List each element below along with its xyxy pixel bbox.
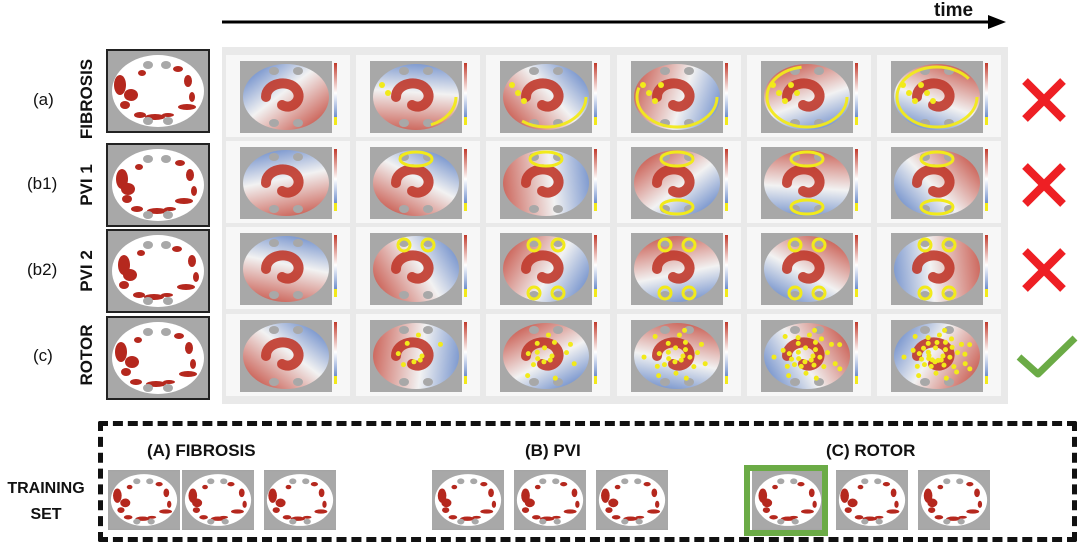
simulation-frame-map <box>370 147 467 219</box>
fibrosis-map-pvi1 <box>106 143 210 227</box>
training-fibrosis-image <box>182 471 254 529</box>
simulation-frame-fibrosis-3 <box>486 55 610 137</box>
red-x-icon <box>1022 248 1066 292</box>
simulation-frame-pvi2-3 <box>486 227 610 309</box>
simulation-frame-pvi2-6 <box>877 227 1001 309</box>
simulation-frame-map <box>240 233 337 305</box>
fibrosis-map-image <box>108 231 208 311</box>
simulation-frame-rotor-4 <box>617 314 741 396</box>
training-set-label: TRAINING SET <box>2 476 90 528</box>
training-fibrosis-image <box>514 471 586 529</box>
training-set-box <box>98 421 1077 542</box>
simulation-frame-map <box>240 61 337 133</box>
row-letter-fibrosis: (a) <box>33 90 54 109</box>
simulation-frame-map <box>891 147 988 219</box>
training-fibrosis-image <box>836 471 908 529</box>
simulation-frame-pvi2-5 <box>747 227 871 309</box>
simulation-frame-map <box>370 320 467 392</box>
simulation-frame-pvi1-6 <box>877 141 1001 223</box>
training-category-rotor: (C) ROTOR <box>826 441 916 460</box>
simulation-frame-rotor-2 <box>356 314 480 396</box>
training-label-line2: SET <box>30 506 62 523</box>
simulation-frame-map <box>761 320 858 392</box>
time-label: time <box>934 0 974 21</box>
simulation-frame-fibrosis-2 <box>356 55 480 137</box>
training-thumbnail-rotor-2 <box>836 470 908 530</box>
simulation-frame-map <box>370 61 467 133</box>
simulation-frame-map <box>500 61 597 133</box>
simulation-frame-fibrosis-5 <box>747 55 871 137</box>
simulation-frame-map <box>761 61 858 133</box>
simulation-frame-map <box>891 320 988 392</box>
row-letter-rotor: (c) <box>33 346 53 365</box>
simulation-frame-rotor-5 <box>747 314 871 396</box>
simulation-frame-map <box>631 233 728 305</box>
training-thumbnail-fibrosis-2 <box>182 470 254 530</box>
training-thumbnail-fibrosis-1 <box>108 470 180 530</box>
simulation-frame-rotor-1 <box>226 314 350 396</box>
time-arrow <box>222 15 1006 29</box>
simulation-frame-pvi1-1 <box>226 141 350 223</box>
simulation-frame-map <box>240 147 337 219</box>
simulation-frame-map <box>761 233 858 305</box>
simulation-frame-map <box>500 147 597 219</box>
fibrosis-map-image <box>108 318 208 398</box>
training-thumbnail-rotor-3 <box>918 470 990 530</box>
red-x-icon <box>1022 163 1066 207</box>
simulation-frame-fibrosis-4 <box>617 55 741 137</box>
training-label-line1: TRAINING <box>7 480 85 497</box>
fibrosis-map-image <box>108 145 208 225</box>
simulation-frame-pvi2-4 <box>617 227 741 309</box>
simulation-frame-map <box>240 320 337 392</box>
simulation-frame-rotor-6 <box>877 314 1001 396</box>
green-check-icon <box>1016 335 1078 378</box>
training-thumbnail-fibrosis-3 <box>264 470 336 530</box>
simulation-frame-map <box>891 233 988 305</box>
simulation-frame-pvi1-3 <box>486 141 610 223</box>
training-fibrosis-image <box>108 471 180 529</box>
fibrosis-map-fibrosis <box>106 49 210 133</box>
training-fibrosis-image <box>752 471 824 529</box>
red-x-icon <box>1022 78 1066 122</box>
simulation-frame-map <box>631 147 728 219</box>
simulation-frame-rotor-3 <box>486 314 610 396</box>
simulation-frame-fibrosis-1 <box>226 55 350 137</box>
simulation-frame-map <box>370 233 467 305</box>
simulation-frame-pvi1-4 <box>617 141 741 223</box>
training-category-fibrosis: (A) FIBROSIS <box>147 441 256 460</box>
simulation-frame-pvi2-1 <box>226 227 350 309</box>
row-letter-pvi1: (b1) <box>27 174 58 193</box>
simulation-frame-pvi2-2 <box>356 227 480 309</box>
training-thumbnail-pvi-1 <box>432 470 504 530</box>
simulation-frame-map <box>500 233 597 305</box>
simulation-frame-fibrosis-6 <box>877 55 1001 137</box>
simulation-frame-map <box>761 147 858 219</box>
simulation-frame-map <box>500 320 597 392</box>
simulation-frame-pvi1-5 <box>747 141 871 223</box>
simulation-frame-pvi1-2 <box>356 141 480 223</box>
simulation-frame-map <box>631 320 728 392</box>
fibrosis-map-image <box>108 51 208 131</box>
training-fibrosis-image <box>918 471 990 529</box>
training-category-pvi: (B) PVI <box>525 441 581 460</box>
row-letter-pvi2: (b2) <box>27 260 58 279</box>
training-fibrosis-image <box>432 471 504 529</box>
fibrosis-map-rotor <box>106 316 210 400</box>
training-thumbnail-pvi-3 <box>596 470 668 530</box>
training-thumbnail-pvi-2 <box>514 470 586 530</box>
simulation-frame-map <box>631 61 728 133</box>
training-thumbnail-rotor-1 <box>752 470 824 530</box>
training-fibrosis-image <box>264 471 336 529</box>
row-name-rotor: ROTOR <box>77 324 96 386</box>
selected-training-example-highlight <box>744 465 828 536</box>
simulation-frame-map <box>891 61 988 133</box>
training-fibrosis-image <box>596 471 668 529</box>
fibrosis-map-pvi2 <box>106 229 210 313</box>
